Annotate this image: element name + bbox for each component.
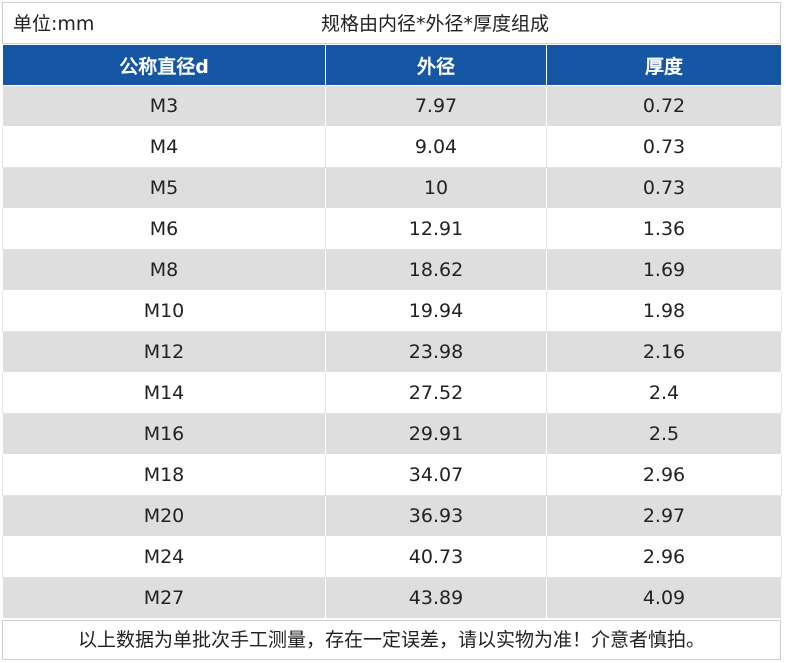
cell-nominal-diameter: M8 <box>2 249 326 291</box>
disclaimer-note: 以上数据为单批次手工测量，存在一定误差，请以实物为准！介意者慎拍。 <box>2 620 781 660</box>
table-header-row: 公称直径d 外径 厚度 <box>2 45 782 86</box>
cell-nominal-diameter: M12 <box>2 331 326 373</box>
table-body: M3 7.97 0.72 M4 9.04 0.73 M5 10 0.73 M6 12.91 1.36 M… <box>2 85 782 619</box>
cell-nominal-diameter: M10 <box>2 290 326 332</box>
cell-thickness: 0.73 <box>546 126 782 168</box>
cell-outer-diameter: 34.07 <box>325 454 547 496</box>
cell-thickness: 1.36 <box>546 208 782 250</box>
cell-outer-diameter: 7.97 <box>325 85 547 127</box>
cell-nominal-diameter: M27 <box>2 577 326 619</box>
cell-thickness: 2.5 <box>546 413 782 455</box>
cell-outer-diameter: 18.62 <box>325 249 547 291</box>
cell-nominal-diameter: M24 <box>2 536 326 578</box>
cell-nominal-diameter: M4 <box>2 126 326 168</box>
top-info-bar: 单位:mm 规格由内径*外径*厚度组成 <box>2 2 781 44</box>
cell-nominal-diameter: M5 <box>2 167 326 209</box>
table-row: M8 18.62 1.69 <box>2 249 782 291</box>
table-row: M6 12.91 1.36 <box>2 208 782 250</box>
cell-thickness: 0.73 <box>546 167 782 209</box>
cell-outer-diameter: 23.98 <box>325 331 547 373</box>
cell-outer-diameter: 9.04 <box>325 126 547 168</box>
cell-outer-diameter: 10 <box>325 167 547 209</box>
cell-thickness: 2.97 <box>546 495 782 537</box>
cell-thickness: 2.16 <box>546 331 782 373</box>
table-row: M16 29.91 2.5 <box>2 413 782 455</box>
column-header-nominal-diameter: 公称直径d <box>2 45 326 86</box>
dimension-table: 公称直径d 外径 厚度 M3 7.97 0.72 M4 9.04 0.73 M5 10 0.73… <box>2 45 782 619</box>
table-row: M24 40.73 2.96 <box>2 536 782 578</box>
cell-outer-diameter: 29.91 <box>325 413 547 455</box>
column-header-outer-diameter: 外径 <box>325 45 547 86</box>
unit-label: 单位:mm <box>13 13 95 35</box>
column-header-thickness: 厚度 <box>546 45 782 86</box>
cell-nominal-diameter: M18 <box>2 454 326 496</box>
cell-nominal-diameter: M14 <box>2 372 326 414</box>
cell-nominal-diameter: M6 <box>2 208 326 250</box>
table-row: M12 23.98 2.16 <box>2 331 782 373</box>
cell-outer-diameter: 27.52 <box>325 372 547 414</box>
cell-nominal-diameter: M3 <box>2 85 326 127</box>
cell-thickness: 0.72 <box>546 85 782 127</box>
table-row: M18 34.07 2.96 <box>2 454 782 496</box>
spec-note: 规格由内径*外径*厚度组成 <box>321 13 550 35</box>
table-row: M27 43.89 4.09 <box>2 577 782 619</box>
cell-nominal-diameter: M20 <box>2 495 326 537</box>
table-row: M3 7.97 0.72 <box>2 85 782 127</box>
cell-thickness: 1.69 <box>546 249 782 291</box>
cell-thickness: 2.4 <box>546 372 782 414</box>
cell-thickness: 2.96 <box>546 454 782 496</box>
table-row: M14 27.52 2.4 <box>2 372 782 414</box>
cell-thickness: 4.09 <box>546 577 782 619</box>
table-row: M20 36.93 2.97 <box>2 495 782 537</box>
table-row: M4 9.04 0.73 <box>2 126 782 168</box>
cell-outer-diameter: 36.93 <box>325 495 547 537</box>
table-row: M5 10 0.73 <box>2 167 782 209</box>
cell-outer-diameter: 19.94 <box>325 290 547 332</box>
cell-thickness: 2.96 <box>546 536 782 578</box>
table-row: M10 19.94 1.98 <box>2 290 782 332</box>
cell-thickness: 1.98 <box>546 290 782 332</box>
cell-outer-diameter: 43.89 <box>325 577 547 619</box>
cell-nominal-diameter: M16 <box>2 413 326 455</box>
cell-outer-diameter: 12.91 <box>325 208 547 250</box>
cell-outer-diameter: 40.73 <box>325 536 547 578</box>
